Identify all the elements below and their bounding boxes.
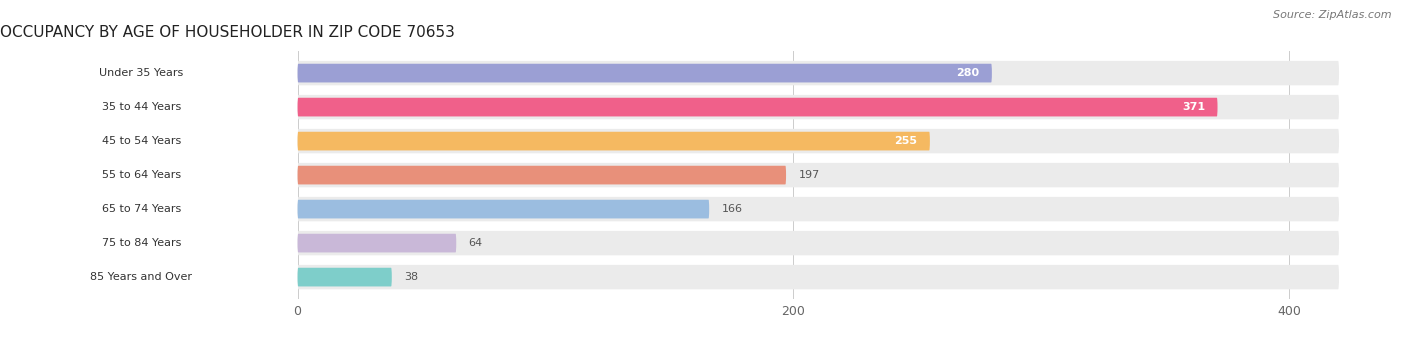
FancyBboxPatch shape: [6, 165, 278, 186]
FancyBboxPatch shape: [6, 267, 278, 288]
FancyBboxPatch shape: [6, 63, 278, 84]
Text: 85 Years and Over: 85 Years and Over: [90, 272, 193, 282]
FancyBboxPatch shape: [298, 268, 392, 286]
Text: 255: 255: [894, 136, 918, 146]
Text: 35 to 44 Years: 35 to 44 Years: [101, 102, 181, 112]
Text: Source: ZipAtlas.com: Source: ZipAtlas.com: [1274, 10, 1392, 20]
FancyBboxPatch shape: [298, 200, 709, 219]
FancyBboxPatch shape: [298, 129, 1339, 153]
Text: 75 to 84 Years: 75 to 84 Years: [101, 238, 181, 248]
FancyBboxPatch shape: [298, 166, 786, 184]
Text: 65 to 74 Years: 65 to 74 Years: [101, 204, 181, 214]
FancyBboxPatch shape: [298, 98, 1218, 117]
FancyBboxPatch shape: [6, 233, 278, 254]
Text: 371: 371: [1182, 102, 1205, 112]
FancyBboxPatch shape: [6, 131, 278, 152]
Text: 197: 197: [799, 170, 820, 180]
Text: 55 to 64 Years: 55 to 64 Years: [101, 170, 181, 180]
Text: 38: 38: [404, 272, 419, 282]
FancyBboxPatch shape: [298, 197, 1339, 221]
FancyBboxPatch shape: [298, 61, 1339, 85]
FancyBboxPatch shape: [298, 163, 1339, 187]
FancyBboxPatch shape: [298, 64, 991, 83]
Text: 45 to 54 Years: 45 to 54 Years: [101, 136, 181, 146]
Text: 64: 64: [468, 238, 482, 248]
FancyBboxPatch shape: [6, 97, 278, 118]
FancyBboxPatch shape: [298, 234, 457, 252]
FancyBboxPatch shape: [298, 231, 1339, 255]
Text: 166: 166: [721, 204, 742, 214]
Text: 280: 280: [956, 68, 980, 78]
FancyBboxPatch shape: [298, 95, 1339, 119]
FancyBboxPatch shape: [298, 265, 1339, 289]
Text: Under 35 Years: Under 35 Years: [100, 68, 183, 78]
FancyBboxPatch shape: [6, 199, 278, 220]
Text: OCCUPANCY BY AGE OF HOUSEHOLDER IN ZIP CODE 70653: OCCUPANCY BY AGE OF HOUSEHOLDER IN ZIP C…: [0, 25, 456, 40]
FancyBboxPatch shape: [298, 132, 929, 150]
